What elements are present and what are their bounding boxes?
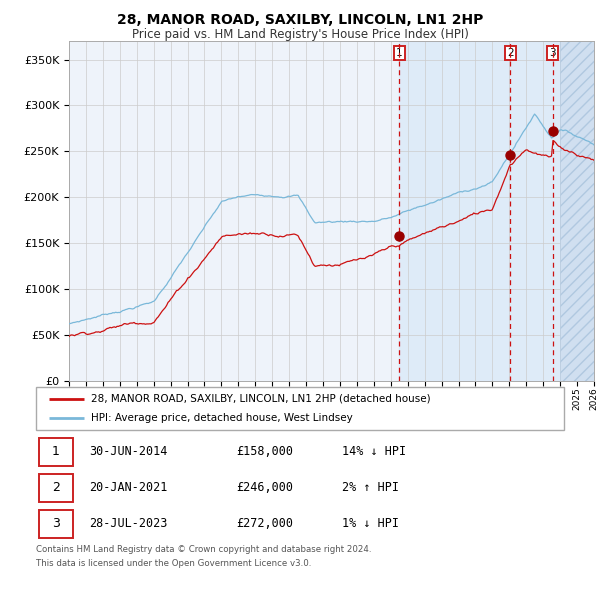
Text: 1% ↓ HPI: 1% ↓ HPI [342, 517, 399, 530]
Text: 2: 2 [52, 481, 60, 494]
Text: £158,000: £158,000 [236, 445, 293, 458]
Text: 1: 1 [396, 48, 403, 58]
FancyBboxPatch shape [36, 387, 564, 430]
Text: 30-JUN-2014: 30-JUN-2014 [89, 445, 167, 458]
Text: 28-JUL-2023: 28-JUL-2023 [89, 517, 167, 530]
FancyBboxPatch shape [38, 510, 73, 538]
Text: Price paid vs. HM Land Registry's House Price Index (HPI): Price paid vs. HM Land Registry's House … [131, 28, 469, 41]
Text: £246,000: £246,000 [236, 481, 293, 494]
Text: 2: 2 [507, 48, 514, 58]
Text: 14% ↓ HPI: 14% ↓ HPI [342, 445, 406, 458]
Text: 2% ↑ HPI: 2% ↑ HPI [342, 481, 399, 494]
Text: 3: 3 [52, 517, 60, 530]
Bar [560, 41, 594, 381]
Text: HPI: Average price, detached house, West Lindsey: HPI: Average price, detached house, West… [91, 413, 353, 423]
Text: 20-JAN-2021: 20-JAN-2021 [89, 481, 167, 494]
Text: This data is licensed under the Open Government Licence v3.0.: This data is licensed under the Open Gov… [36, 559, 311, 568]
FancyBboxPatch shape [38, 474, 73, 502]
Text: 3: 3 [550, 48, 556, 58]
Text: £272,000: £272,000 [236, 517, 293, 530]
Text: 1: 1 [52, 445, 60, 458]
Text: Contains HM Land Registry data © Crown copyright and database right 2024.: Contains HM Land Registry data © Crown c… [36, 545, 371, 554]
Text: 28, MANOR ROAD, SAXILBY, LINCOLN, LN1 2HP: 28, MANOR ROAD, SAXILBY, LINCOLN, LN1 2H… [117, 13, 483, 27]
Bar [399, 41, 594, 381]
Text: 28, MANOR ROAD, SAXILBY, LINCOLN, LN1 2HP (detached house): 28, MANOR ROAD, SAXILBY, LINCOLN, LN1 2H… [91, 394, 431, 404]
FancyBboxPatch shape [38, 438, 73, 466]
